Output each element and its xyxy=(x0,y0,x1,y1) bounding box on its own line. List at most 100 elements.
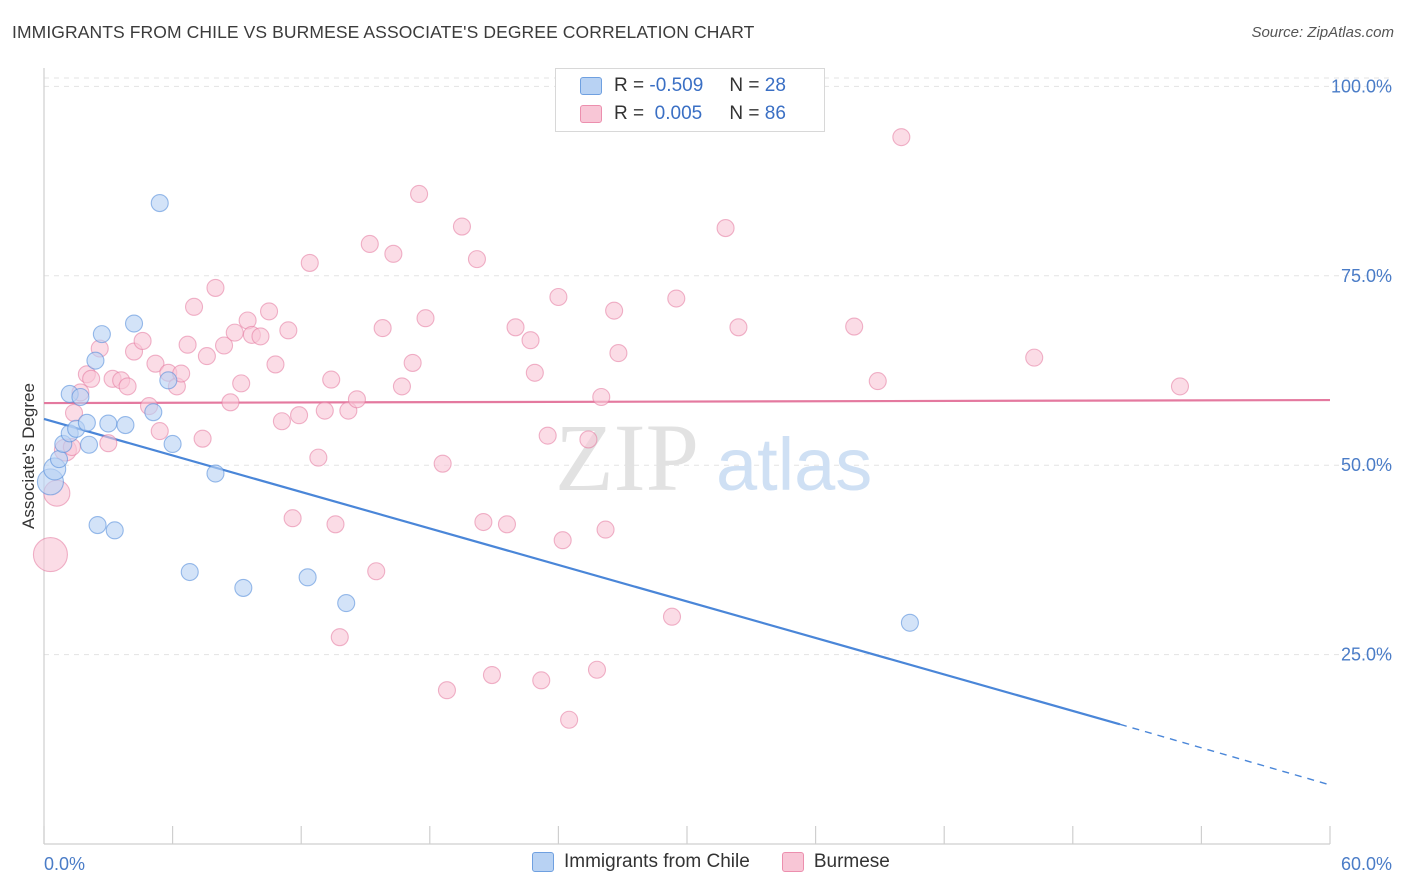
burmese-point xyxy=(592,387,611,407)
y-tick-label: 75.0% xyxy=(1341,266,1392,286)
chile-point xyxy=(159,371,178,390)
burmese-point xyxy=(373,319,392,338)
burmese-point xyxy=(384,244,403,263)
burmese-point xyxy=(146,354,165,373)
stats-legend: R = -0.509 N = 28 R = 0.005 N = 86 xyxy=(555,68,825,132)
burmese-point xyxy=(437,681,456,700)
burmese-point xyxy=(184,297,204,316)
burmese-point xyxy=(259,302,279,321)
data-points xyxy=(32,128,1190,729)
burmese-point xyxy=(367,562,386,581)
burmese-point xyxy=(587,660,607,679)
burmese-point xyxy=(1025,348,1044,367)
y-tick-label: 100.0% xyxy=(1331,76,1392,96)
burmese-point xyxy=(197,347,216,366)
burmese-point xyxy=(667,289,686,308)
chart-title: IMMIGRANTS FROM CHILE VS BURMESE ASSOCIA… xyxy=(12,22,755,42)
burmese-point xyxy=(474,512,493,532)
burmese-point xyxy=(560,710,579,729)
burmese-point xyxy=(482,666,502,685)
axes xyxy=(43,68,1331,845)
burmese-point xyxy=(579,430,598,449)
burmese-point xyxy=(609,344,628,363)
burmese-point xyxy=(279,321,298,340)
burmese-point xyxy=(506,318,525,337)
burmese-point xyxy=(99,434,118,453)
legend-r-label: R = xyxy=(614,75,645,96)
burmese-point xyxy=(892,128,911,147)
chile-point xyxy=(77,413,96,432)
legend-n-value-chile: 28 xyxy=(764,75,786,96)
chile-point xyxy=(88,515,107,535)
burmese-point xyxy=(326,515,345,534)
burmese-point xyxy=(521,331,540,350)
chile-point xyxy=(206,464,225,483)
burmese-point xyxy=(118,377,137,396)
burmese-point xyxy=(347,390,366,409)
burmese-point xyxy=(716,219,735,238)
legend-label-burmese: Burmese xyxy=(813,851,890,872)
chile-point xyxy=(144,403,163,422)
burmese-point xyxy=(392,377,411,396)
burmese-point xyxy=(133,331,152,350)
burmese-point xyxy=(32,537,68,573)
legend-item-chile[interactable]: Immigrants from Chile xyxy=(532,851,750,873)
burmese-point xyxy=(266,355,285,374)
burmese-point xyxy=(605,301,624,320)
burmese-point xyxy=(322,370,341,389)
legend-r-value-burmese: 0.005 xyxy=(649,103,703,124)
burmese-point xyxy=(193,429,212,448)
series-legend: Immigrants from Chile Burmese xyxy=(532,851,922,873)
chile-point xyxy=(79,435,99,454)
legend-n-label: N = xyxy=(729,75,760,96)
chile-point xyxy=(71,387,90,407)
chile-point xyxy=(234,578,253,597)
burmese-point xyxy=(309,448,328,467)
burmese-point xyxy=(232,374,251,393)
y-tick-label: 25.0% xyxy=(1341,645,1392,665)
burmese-point xyxy=(251,327,270,346)
burmese-point xyxy=(416,309,435,328)
grid-lines xyxy=(44,77,1392,656)
burmese-point xyxy=(82,369,101,388)
chile-point xyxy=(124,314,144,333)
burmese-point xyxy=(290,406,309,425)
burmese-point xyxy=(272,412,291,431)
chile-point xyxy=(337,594,356,613)
burmese-point xyxy=(150,422,169,441)
legend-swatch-chile xyxy=(580,77,602,95)
burmese-point xyxy=(410,184,429,204)
chile-point xyxy=(900,613,919,632)
legend-item-burmese[interactable]: Burmese xyxy=(781,851,890,873)
chile-point xyxy=(116,415,135,435)
burmese-point xyxy=(538,426,557,445)
legend-r-value-chile: -0.509 xyxy=(649,75,704,96)
chile-point xyxy=(298,568,317,587)
burmese-point xyxy=(596,520,615,539)
trend-line-burmese xyxy=(43,398,1331,405)
x-tick-label: 0.0% xyxy=(44,854,85,874)
legend-n-label: N = xyxy=(729,103,760,124)
burmese-point xyxy=(452,217,472,236)
chile-point xyxy=(105,521,124,540)
burmese-point xyxy=(1170,377,1190,396)
chile-point xyxy=(49,450,69,469)
legend-swatch-burmese xyxy=(781,852,804,872)
source-label: Source: ZipAtlas.com xyxy=(1251,24,1394,41)
legend-r-label: R = xyxy=(614,103,645,124)
burmese-point xyxy=(532,671,551,690)
burmese-point xyxy=(662,607,682,626)
chile-point xyxy=(150,194,169,213)
burmese-point xyxy=(221,393,240,412)
burmese-point xyxy=(868,372,887,391)
burmese-point xyxy=(729,318,748,337)
chile-point xyxy=(180,562,199,582)
legend-swatch-burmese xyxy=(580,105,602,123)
burmese-point xyxy=(214,336,234,355)
burmese-point xyxy=(433,454,452,473)
burmese-point xyxy=(206,278,225,297)
burmese-point xyxy=(360,234,379,254)
tick-labels: 25.0% 50.0% 75.0% 100.0% 0.0% 60.0% xyxy=(44,76,1392,874)
burmese-point xyxy=(497,515,517,534)
legend-n-value-burmese: 86 xyxy=(764,103,786,124)
